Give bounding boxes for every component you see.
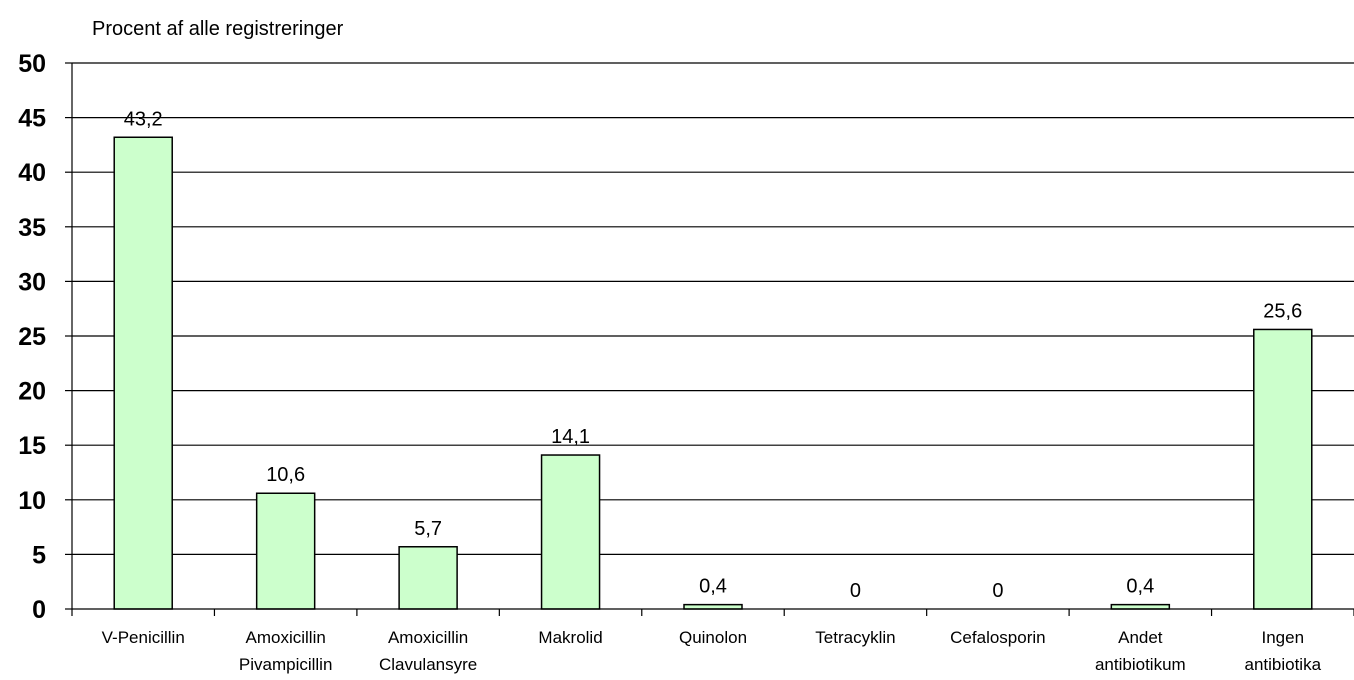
bar <box>683 603 743 610</box>
x-tick-label: Tetracyklin <box>815 628 895 647</box>
x-tick-label: Amoxicillin <box>388 628 468 647</box>
data-label: 0,4 <box>1126 576 1154 598</box>
bar <box>1110 603 1171 610</box>
bar <box>1253 328 1313 610</box>
x-tick-label: Amoxicillin <box>246 628 326 647</box>
y-tick-label: 50 <box>18 50 46 78</box>
data-label: 10,6 <box>266 464 305 486</box>
x-tick-label: Andet <box>1118 628 1163 647</box>
y-tick-label: 10 <box>18 487 46 515</box>
bar <box>113 136 173 610</box>
x-tick-label: Pivampicillin <box>239 655 333 674</box>
y-tick-label: 30 <box>18 268 46 296</box>
x-tick-label: Ingen <box>1262 628 1305 647</box>
data-label: 43,2 <box>124 108 163 130</box>
y-tick-label: 40 <box>18 159 46 187</box>
x-tick-label: Quinolon <box>679 628 747 647</box>
x-tick-label: Clavulansyre <box>379 655 477 674</box>
y-tick-label: 0 <box>32 596 46 624</box>
x-tick-label: Cefalosporin <box>950 628 1045 647</box>
axes <box>71 63 1354 616</box>
bar <box>540 454 601 610</box>
x-tick-label: antibiotika <box>1244 655 1321 674</box>
y-tick-label: 45 <box>18 105 46 133</box>
data-label: 0 <box>850 580 861 602</box>
data-label: 0,4 <box>699 576 727 598</box>
y-tick-label: 20 <box>18 378 46 406</box>
x-tick-label: V-Penicillin <box>102 628 185 647</box>
gridlines <box>72 62 1354 556</box>
y-tick-label: 25 <box>18 323 46 351</box>
data-label: 0 <box>992 580 1003 602</box>
data-label: 25,6 <box>1263 300 1302 322</box>
bar <box>398 546 458 610</box>
x-tick-label: antibiotikum <box>1095 655 1186 674</box>
y-axis-ticks: 0 5 10 15 20 25 30 35 40 45 50 <box>18 50 72 624</box>
bars <box>113 136 1313 610</box>
bar <box>255 492 316 610</box>
y-tick-label: 5 <box>32 541 46 569</box>
x-axis-ticks: V-Penicillin Amoxicillin Pivampicillin Amox… <box>102 628 1322 674</box>
x-tick-label: Makrolid <box>538 628 602 647</box>
data-label: 5,7 <box>414 518 442 540</box>
chart-title: Procent af alle registreringer <box>92 18 344 40</box>
data-label: 14,1 <box>551 426 590 448</box>
y-tick-label: 35 <box>18 214 46 242</box>
y-tick-label: 15 <box>18 432 46 460</box>
data-labels: 43,2 10,6 5,7 14,1 0,4 0 0 0,4 25,6 <box>124 108 1302 602</box>
